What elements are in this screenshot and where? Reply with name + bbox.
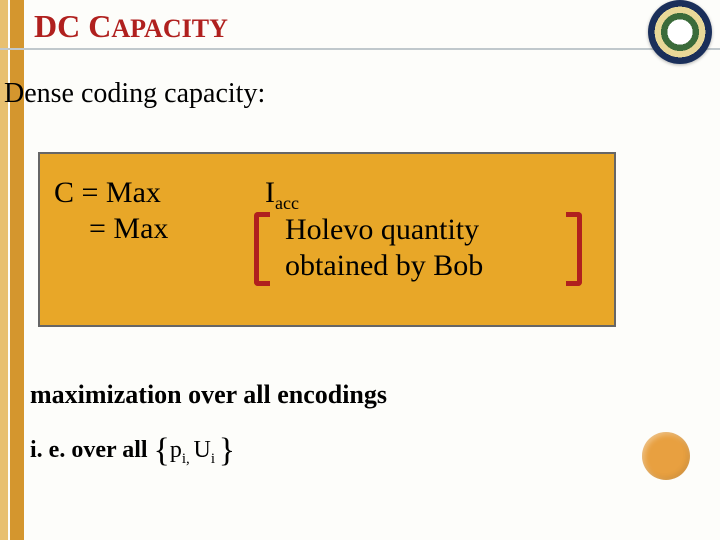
formula-acc: acc [275,193,299,213]
title-part1: DC C [34,8,111,44]
over-all-text: i. e. over all {pi, Ui } [30,432,235,470]
set-p-sub: i, [182,451,194,467]
formula-I: I [265,176,275,209]
brace-close: } [219,432,235,469]
subtitle: Dense coding capacity: [4,78,265,110]
right-bracket-icon [566,212,582,286]
title-part2: APACITY [111,14,228,43]
brace-open: { [154,432,170,469]
encoding-set: {pi, Ui } [154,437,236,463]
formula-holevo: Holevo quantity obtained by Bob [285,212,483,284]
ie-prefix: i. e. over all [30,437,154,463]
institute-logo [648,0,712,64]
formula-line1-left: C = Max [54,176,161,210]
maximization-text: maximization over all encodings [30,380,387,410]
holevo-line2: obtained by Bob [285,249,483,282]
holevo-line1: Holevo quantity [285,213,479,246]
set-u: U [194,437,211,463]
circle-decoration-icon [642,432,690,480]
formula-line2-left: = Max [89,212,168,246]
set-u-sub: i [211,451,219,467]
left-bracket-icon [254,212,270,286]
formula-box: C = Max = Max Iacc Holevo quantity obtai… [38,152,616,327]
slide-title: DC CAPACITY [34,8,228,45]
title-underline [0,48,720,50]
formula-iacc: Iacc [265,176,299,214]
set-p: p [170,437,182,463]
